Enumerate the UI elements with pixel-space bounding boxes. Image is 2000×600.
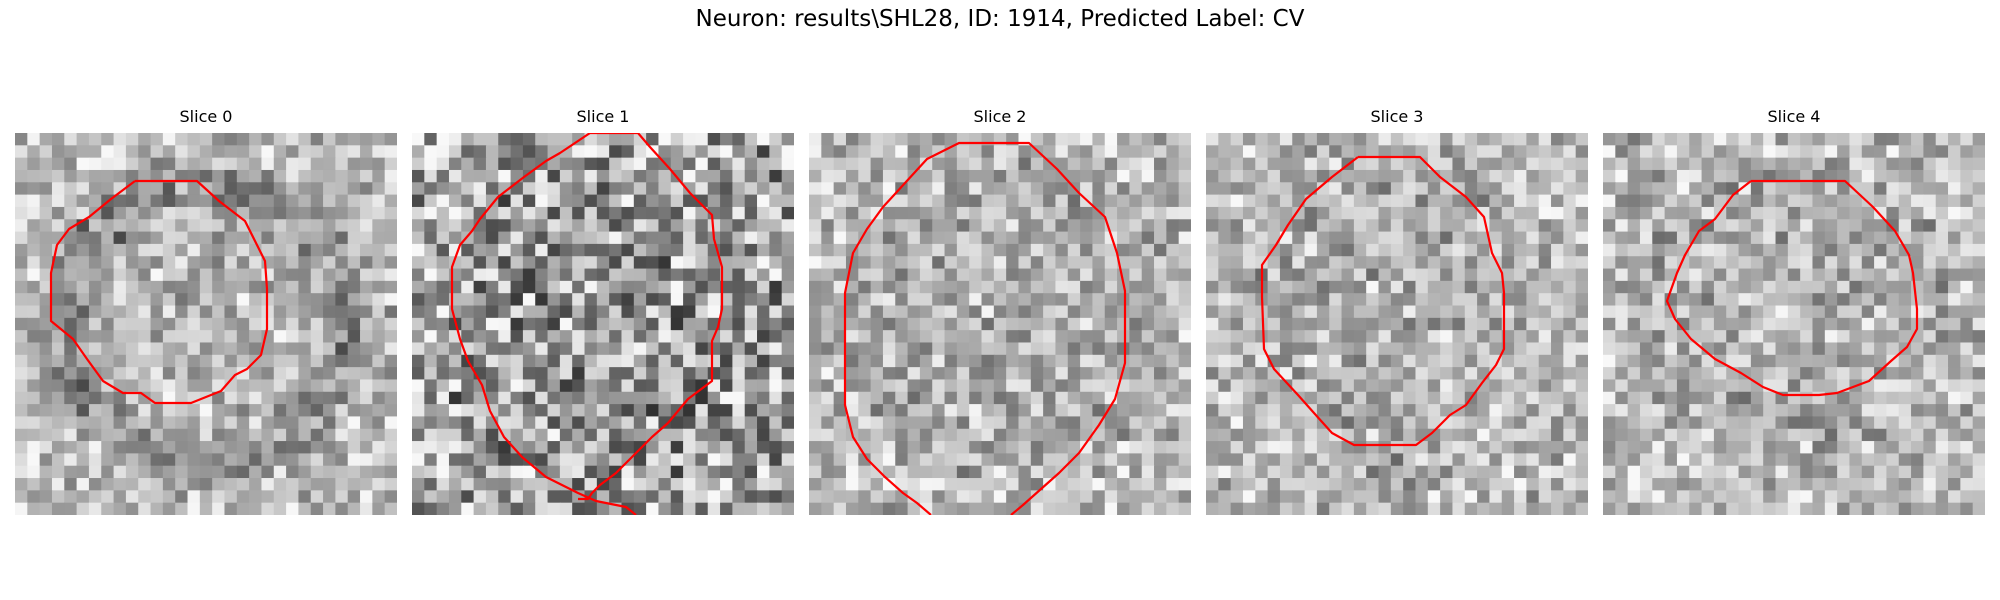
roi-contour (1665, 179, 1919, 397)
slice-image (1206, 133, 1588, 515)
slice-title: Slice 2 (973, 107, 1027, 126)
slice-panel-4: Slice 4 (1603, 107, 1985, 515)
slice-title: Slice 4 (1767, 107, 1821, 126)
roi-contour (843, 141, 1127, 515)
slice-title: Slice 1 (576, 107, 630, 126)
slice-title: Slice 3 (1370, 107, 1424, 126)
slice-panel-2: Slice 2 (809, 107, 1191, 515)
slice-image (809, 133, 1191, 515)
slice-image (1603, 133, 1985, 515)
slice-panel-0: Slice 0 (15, 107, 397, 515)
roi-contour (49, 179, 269, 405)
figure-title: Neuron: results\SHL28, ID: 1914, Predict… (695, 6, 1305, 32)
roi-contour (450, 133, 724, 515)
roi-contour (1260, 155, 1506, 447)
slice-panel-3: Slice 3 (1206, 107, 1588, 515)
slice-image (15, 133, 397, 515)
slice-panel-1: Slice 1 (412, 107, 794, 515)
slice-title: Slice 0 (179, 107, 233, 126)
slice-image (412, 133, 794, 515)
